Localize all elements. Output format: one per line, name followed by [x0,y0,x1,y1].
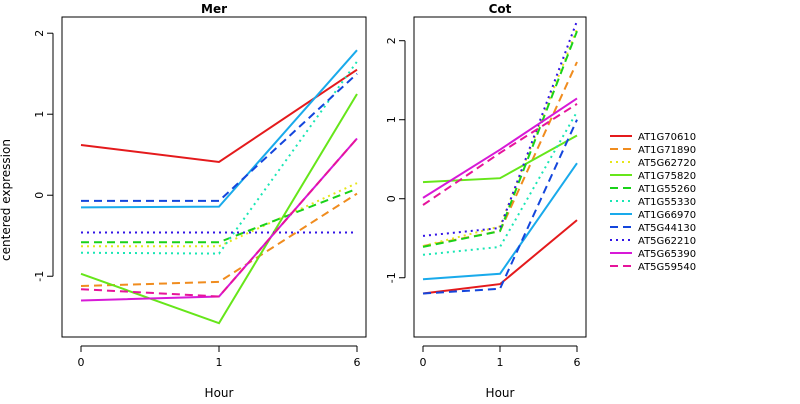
legend-label: AT1G55260 [638,184,696,195]
y-tick-label: 1 [33,111,46,118]
legend-item: AT1G55330 [610,197,696,208]
series-line-at5g62720 [81,182,358,248]
legend-label: AT5G59540 [638,262,696,273]
panel-title: Cot [489,2,512,16]
legend: AT1G70610 AT1G71890 AT5G62720 AT1G75820 AT1G… [610,132,696,273]
x-tick-label: 6 [354,356,361,369]
y-tick-label: 0 [385,195,398,202]
x-tick-label: 0 [78,356,85,369]
legend-item: AT5G65390 [610,249,696,260]
series-line-at1g75820 [422,134,578,184]
series-line-at1g70610 [80,68,358,164]
panel-title: Mer [201,2,227,16]
series-line-at1g66970 [422,162,578,281]
x-axis-title: Hour [205,386,234,400]
y-tick-label: -1 [385,272,398,283]
legend-label: AT1G75820 [638,171,696,182]
legend-item: AT1G70610 [610,132,696,143]
series-line-at5g62210 [422,20,578,237]
panel-cot: Cot 0 1 6 Hour -1 0 1 2 [385,2,587,400]
y-tick-label: 2 [33,30,46,37]
y-tick-label: 0 [33,192,46,199]
x-tick-label: 1 [216,356,223,369]
series-line-at1g55330 [422,111,578,256]
series-line-at1g75820 [80,93,358,325]
x-tick-label: 1 [497,356,504,369]
y-tick-label: -1 [33,271,46,282]
legend-item: AT1G55260 [610,184,696,195]
plot-frame [413,16,587,338]
series-line-at5g59540 [422,103,578,206]
legend-item: AT1G71890 [610,145,696,156]
y-axis-title: centered expression [0,139,13,261]
x-tick-label: 6 [574,356,581,369]
legend-item: AT1G75820 [610,171,696,182]
legend-item: AT5G62720 [610,158,696,169]
legend-item: AT5G59540 [610,262,696,273]
legend-item: AT5G44130 [610,223,696,234]
series-line-at5g44130 [422,119,578,295]
y-tick-label: 2 [385,37,398,44]
legend-label: AT1G55330 [638,197,696,208]
series-line-at1g71890 [80,192,358,287]
series-line-at5g62720 [422,28,578,248]
series-line-at1g55260 [422,30,578,248]
panel-mer: Mer 0 1 6 Hour -1 0 1 2 [33,2,367,400]
legend-label: AT1G66970 [638,210,696,221]
x-tick-label: 0 [420,356,427,369]
legend-item: AT1G66970 [610,210,696,221]
x-axis-title: Hour [486,386,515,400]
legend-label: AT1G70610 [638,132,696,143]
legend-label: AT5G62720 [638,158,696,169]
series-line-at1g66970 [80,49,358,209]
series-line-at1g55330 [80,61,358,255]
legend-label: AT5G44130 [638,223,696,234]
legend-label: AT5G65390 [638,249,696,260]
series-line-at5g65390 [422,97,578,199]
plot-frame [61,16,367,338]
legend-label: AT5G62210 [638,236,696,247]
series-line-at5g59540 [80,137,358,298]
series-line-at1g70610 [422,219,578,295]
series-line-at1g55260 [81,187,358,244]
legend-label: AT1G71890 [638,145,696,156]
legend-item: AT5G62210 [610,236,696,247]
series-line-at5g44130 [81,72,358,202]
y-tick-label: 1 [385,116,398,123]
